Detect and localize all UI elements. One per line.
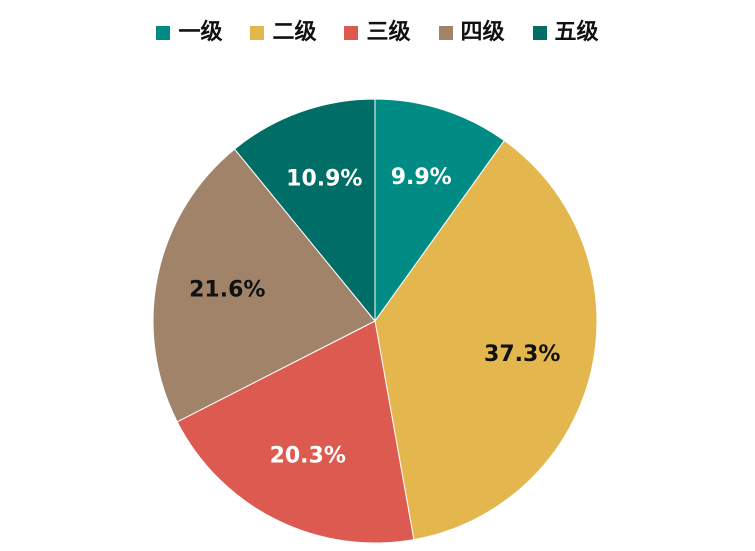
legend-label: 五级	[554, 20, 599, 45]
legend-label: 一级	[178, 20, 223, 45]
pie-data-label: 37.3%	[484, 342, 560, 367]
legend-swatch	[344, 26, 359, 40]
legend-label: 二级	[272, 20, 317, 45]
legend-label: 四级	[460, 20, 505, 45]
legend-item: 三级	[344, 20, 411, 45]
legend-item: 一级	[156, 22, 222, 44]
pie-data-label: 21.6%	[189, 277, 265, 302]
legend-swatch	[438, 26, 453, 40]
legend-item: 二级	[250, 22, 316, 44]
pie-data-label: 10.9%	[286, 166, 362, 191]
pie-slice	[374, 139, 598, 541]
legend-item: 四级	[438, 20, 505, 45]
pie-slice	[152, 148, 376, 423]
pie-slices	[152, 98, 598, 544]
chart-legend: 一级 二级 三级 四级 五级	[0, 22, 755, 44]
pie-slice	[176, 320, 415, 544]
pie-data-label: 9.9%	[391, 165, 452, 190]
pie-slice	[233, 98, 376, 323]
legend-swatch	[156, 26, 171, 40]
legend-item: 五级	[532, 20, 599, 45]
pie-data-labels: 9.9% 37.3% 20.3% 21.6% 10.9%	[189, 165, 560, 469]
legend-label: 三级	[366, 20, 411, 45]
pie-data-label: 20.3%	[270, 444, 346, 469]
legend-swatch	[532, 26, 547, 40]
pie-slice	[374, 98, 506, 323]
legend-swatch	[250, 26, 265, 40]
